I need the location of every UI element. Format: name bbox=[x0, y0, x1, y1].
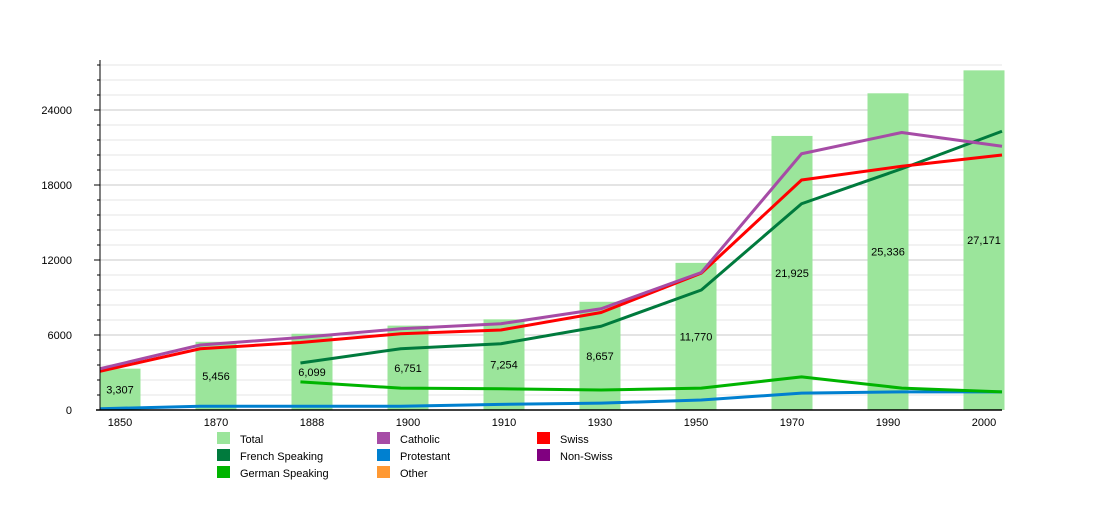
x-tick-label: 2000 bbox=[972, 417, 996, 429]
bar-1870 bbox=[195, 341, 237, 410]
bar-1930 bbox=[579, 301, 621, 410]
bar-label: 6,099 bbox=[298, 367, 326, 379]
bar-2000 bbox=[963, 70, 1005, 411]
legend-label: German Speaking bbox=[240, 468, 329, 480]
bar-labels: 3,307 5,456 6,099 6,751 7,254 8,657 11,770 21,9… bbox=[106, 235, 1001, 396]
legend-label: Other bbox=[400, 468, 428, 480]
line-german-speaking bbox=[300, 375, 1003, 394]
x-tick-label: 1900 bbox=[396, 417, 420, 429]
bar-label: 25,336 bbox=[871, 247, 905, 259]
x-tick-label: 1950 bbox=[684, 417, 708, 429]
legend-swatch bbox=[217, 432, 230, 444]
bar-label: 21,925 bbox=[775, 268, 809, 280]
bar-label: 6,751 bbox=[394, 363, 422, 375]
legend-swatch bbox=[377, 466, 390, 478]
y-tick-label: 18000 bbox=[41, 180, 72, 192]
legend-label: Protestant bbox=[400, 451, 450, 463]
bar-label: 7,254 bbox=[490, 360, 518, 372]
bar-label: 5,456 bbox=[202, 371, 230, 383]
x-tick-label: 1930 bbox=[588, 417, 612, 429]
bar-label: 11,770 bbox=[680, 331, 713, 343]
axes: 0 6000 12000 18000 24000 1850 1870 1888 1900 1910… bbox=[41, 60, 1002, 429]
gridlines bbox=[100, 64, 1002, 396]
legend-swatch bbox=[217, 466, 230, 478]
y-tick-label: 0 bbox=[66, 405, 72, 417]
line-french-speaking bbox=[300, 129, 1003, 365]
bar-1850 bbox=[99, 368, 141, 410]
bars bbox=[99, 70, 1005, 411]
y-tick-label: 6000 bbox=[48, 330, 72, 342]
y-tick-label: 12000 bbox=[41, 255, 72, 267]
x-tick-label: 1910 bbox=[492, 417, 516, 429]
bar-label: 3,307 bbox=[106, 384, 134, 396]
line-protestant bbox=[99, 390, 1002, 411]
x-tick-label: 1990 bbox=[876, 417, 900, 429]
series-lines bbox=[99, 129, 1003, 411]
bar-1900 bbox=[387, 325, 429, 410]
x-tick-label: 1850 bbox=[108, 417, 132, 429]
legend-swatch bbox=[537, 449, 550, 461]
legend-label: French Speaking bbox=[240, 451, 323, 463]
bar-1990 bbox=[867, 93, 909, 411]
legend-label: Swiss bbox=[560, 434, 589, 446]
legend-swatch bbox=[377, 449, 390, 461]
x-tick-label: 1870 bbox=[204, 417, 228, 429]
x-tick-label: 1888 bbox=[300, 417, 324, 429]
bar-1888 bbox=[291, 333, 333, 410]
legend-swatch bbox=[217, 449, 230, 461]
line-catholic bbox=[99, 131, 1003, 371]
legend-label: Non-Swiss bbox=[560, 451, 613, 463]
bar-1910 bbox=[483, 319, 525, 410]
y-tick-label: 24000 bbox=[41, 105, 72, 117]
bar-label: 27,171 bbox=[967, 235, 1001, 247]
legend-label: Total bbox=[240, 434, 263, 446]
legend-swatch bbox=[537, 432, 550, 444]
legend: Total French Speaking German Speaking Catho… bbox=[217, 432, 613, 480]
bar-1950 bbox=[675, 262, 717, 410]
line-swiss bbox=[99, 153, 1003, 373]
legend-swatch bbox=[377, 432, 390, 444]
bar-label: 8,657 bbox=[586, 351, 614, 363]
x-tick-label: 1970 bbox=[780, 417, 804, 429]
legend-label: Catholic bbox=[400, 434, 440, 446]
